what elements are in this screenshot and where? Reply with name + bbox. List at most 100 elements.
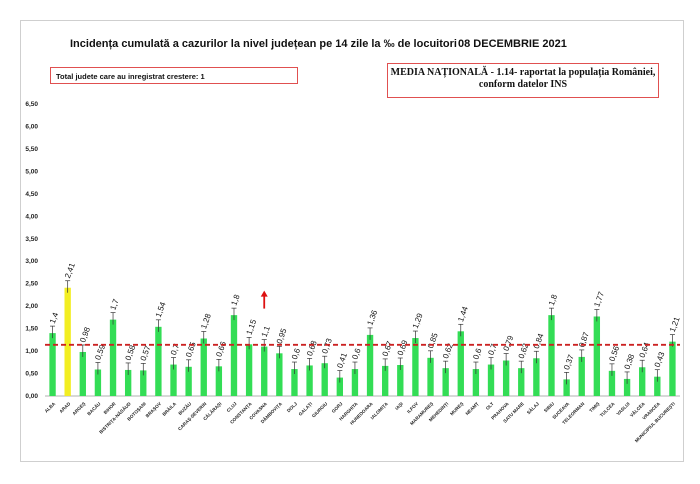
- bar-value-label: 0,66: [214, 340, 228, 358]
- bar-value-label: 1,28: [199, 312, 213, 330]
- increase-arrow-icon: [260, 290, 268, 297]
- bar: [109, 319, 117, 396]
- bar-value-label: 1,8: [547, 293, 559, 307]
- bar: [155, 326, 162, 396]
- bar-value-label: 0,69: [396, 338, 410, 356]
- bar: [200, 338, 207, 396]
- bar-value-label: 0,37: [562, 353, 576, 371]
- bar-value-label: 0,98: [78, 325, 92, 343]
- bar: [124, 369, 132, 396]
- bar-value-label: 1,54: [154, 300, 168, 318]
- bar-value-label: 0,87: [577, 330, 591, 348]
- bar: [276, 353, 283, 396]
- bar: [64, 287, 71, 396]
- bar: [563, 379, 570, 396]
- bar: [548, 315, 555, 396]
- x-tick-label: GIURGIU: [311, 401, 329, 419]
- bar: [321, 363, 328, 396]
- bar: [291, 369, 298, 396]
- y-tick-label: 0,00: [25, 393, 38, 400]
- bar: [382, 365, 389, 396]
- x-tick-label: TIMIȘ: [588, 401, 601, 414]
- bar-value-label: 0,38: [623, 352, 637, 370]
- x-tick-label: OLT: [485, 401, 495, 411]
- x-tick-label: ILFOV: [406, 401, 420, 415]
- bar: [94, 369, 102, 396]
- x-tick-label: ALBA: [44, 401, 57, 414]
- bar-value-label: 1,36: [365, 308, 379, 326]
- bar: [49, 333, 56, 396]
- bar: [608, 370, 616, 396]
- x-tick-label: NEAMȚ: [465, 401, 480, 416]
- bar-value-label: 0,95: [275, 327, 289, 345]
- bar: [351, 369, 359, 396]
- bar: [140, 370, 147, 396]
- bar-value-label: 1,29: [411, 312, 425, 330]
- y-tick-label: 3,00: [25, 258, 38, 265]
- bar-value-label: 0,57: [139, 344, 153, 362]
- bar: [366, 334, 374, 396]
- x-tick-label: GORJ: [331, 401, 344, 414]
- bar-value-label: 0,6: [471, 347, 483, 361]
- bar-value-label: 0,73: [320, 337, 334, 355]
- bar-value-label: 1,7: [108, 297, 120, 311]
- x-tick-label: ARAD: [58, 401, 71, 414]
- x-tick-label: BIHOR: [103, 401, 117, 415]
- chart-date: 08 DECEMBRIE 2021: [458, 38, 567, 50]
- bar: [533, 358, 540, 396]
- y-tick-label: 4,50: [25, 191, 38, 198]
- bar-value-label: 0,79: [502, 334, 516, 352]
- bar-value-label: 0,58: [124, 343, 138, 361]
- x-tick-label: TULCEA: [599, 401, 616, 418]
- bar: [669, 341, 676, 396]
- x-tick-label: SIBIU: [543, 401, 556, 414]
- bar: [654, 376, 661, 396]
- bar: [306, 365, 313, 396]
- national-average-line1: MEDIA NAȚIONALĂ - 1.14- raportat la popu…: [390, 67, 656, 78]
- bar: [170, 364, 177, 396]
- y-tick-label: 2,00: [25, 303, 38, 310]
- bar: [79, 351, 86, 396]
- bar-value-label: 0,6: [350, 347, 362, 361]
- bar-value-label: 0,67: [381, 339, 395, 357]
- bar: [472, 369, 480, 396]
- bar: [457, 331, 464, 396]
- bar: [518, 368, 525, 396]
- bar: [397, 365, 404, 396]
- increase-count-box: Total judete care au inregistrat crester…: [50, 67, 298, 84]
- x-tick-label: BACĂU: [86, 400, 102, 416]
- y-tick-label: 5,00: [25, 168, 38, 175]
- bar-value-label: 0,64: [638, 341, 652, 359]
- bar: [593, 316, 601, 396]
- national-average-box: MEDIA NAȚIONALĂ - 1.14- raportat la popu…: [387, 63, 659, 98]
- bar-value-label: 0,6: [290, 347, 302, 361]
- bar-value-label: 2,41: [63, 261, 77, 279]
- bar-value-label: 1,21: [668, 315, 682, 333]
- x-tick-label: DOLJ: [286, 401, 299, 414]
- y-tick-label: 4,00: [25, 213, 38, 220]
- bar: [230, 315, 238, 396]
- bar: [578, 356, 585, 396]
- bar-value-label: 0,65: [184, 340, 198, 358]
- bar-value-label: 0,84: [532, 332, 546, 350]
- bar-value-label: 0,7: [486, 342, 498, 356]
- x-tick-label: MUREȘ: [449, 401, 465, 417]
- bar: [623, 378, 631, 396]
- x-tick-label: SĂLAJ: [525, 400, 540, 415]
- bar-value-label: 0,43: [653, 350, 667, 368]
- y-tick-label: 6,50: [25, 101, 38, 108]
- y-tick-label: 0,50: [25, 371, 38, 378]
- y-tick-label: 6,00: [25, 123, 38, 130]
- y-tick-label: 1,50: [25, 326, 38, 333]
- bar-value-label: 1,77: [592, 290, 606, 308]
- y-tick-label: 3,50: [25, 236, 38, 243]
- bar: [427, 357, 434, 396]
- bar-value-label: 1,44: [456, 305, 470, 323]
- bar: [245, 344, 253, 396]
- bar-value-label: 0,56: [607, 344, 621, 362]
- bar: [487, 364, 495, 396]
- bar-value-label: 0,41: [335, 351, 349, 369]
- x-tick-label: IAȘI: [394, 401, 405, 412]
- bar-value-label: 1,15: [245, 318, 259, 336]
